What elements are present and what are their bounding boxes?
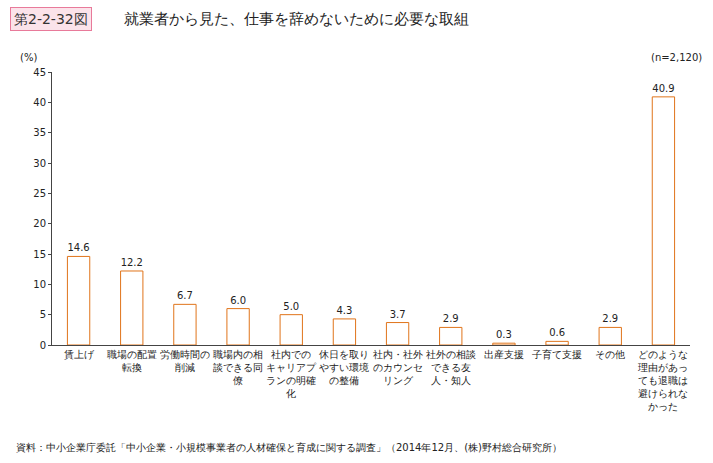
svg-text:5.0: 5.0 [283, 301, 299, 312]
svg-text:職場の配置転換: 職場の配置転換 [107, 349, 157, 373]
svg-text:2.9: 2.9 [602, 313, 618, 324]
svg-text:第2-2-32図: 第2-2-32図 [14, 11, 88, 27]
svg-text:就業者から見た、仕事を辞めないために必要な取組: 就業者から見た、仕事を辞めないために必要な取組 [124, 10, 469, 28]
svg-text:0.3: 0.3 [496, 329, 512, 340]
svg-text:職場内の相談できる同僚: 職場内の相談できる同僚 [213, 349, 263, 386]
svg-text:10: 10 [33, 279, 46, 290]
svg-text:どのような理由があっても退職は避けられなかった: どのような理由があっても退職は避けられなかった [638, 349, 688, 412]
svg-text:30: 30 [33, 158, 46, 169]
svg-text:その他: その他 [595, 349, 625, 360]
svg-text:20: 20 [33, 218, 46, 229]
svg-text:40.9: 40.9 [652, 83, 674, 94]
svg-text:4.3: 4.3 [336, 305, 352, 316]
svg-text:0: 0 [40, 340, 46, 351]
svg-text:45: 45 [33, 67, 46, 78]
svg-text:社外の相談できる友人・知人: 社外の相談できる友人・知人 [426, 349, 476, 386]
svg-text:3.7: 3.7 [390, 309, 406, 320]
svg-text:子育て支援: 子育て支援 [532, 349, 582, 360]
svg-text:40: 40 [33, 97, 46, 108]
svg-text:12.2: 12.2 [121, 257, 143, 268]
svg-text:35: 35 [33, 127, 46, 138]
svg-text:社内・社外のカウンセリング: 社内・社外のカウンセリング [373, 349, 423, 386]
svg-text:資料：中小企業庁委託「中小企業・小規模事業者の人材確保と育成: 資料：中小企業庁委託「中小企業・小規模事業者の人材確保と育成に関する調査」（20… [16, 442, 562, 453]
svg-text:25: 25 [33, 188, 46, 199]
svg-text:(n=2,120): (n=2,120) [651, 52, 702, 63]
svg-text:6.0: 6.0 [230, 295, 246, 306]
svg-text:休日を取りやすい環境の整備: 休日を取りやすい環境の整備 [319, 349, 369, 386]
svg-text:労働時間の削減: 労働時間の削減 [160, 349, 210, 373]
svg-text:14.6: 14.6 [67, 242, 89, 253]
svg-text:社内でのキャリアプランの明確化: 社内でのキャリアプランの明確化 [266, 349, 317, 399]
svg-text:6.7: 6.7 [177, 290, 193, 301]
svg-text:出産支援: 出産支援 [484, 349, 524, 360]
svg-text:(%): (%) [20, 52, 37, 63]
svg-text:5: 5 [40, 309, 46, 320]
svg-text:0.6: 0.6 [549, 327, 565, 338]
svg-text:賃上げ: 賃上げ [64, 349, 95, 360]
svg-text:15: 15 [33, 249, 46, 260]
svg-text:2.9: 2.9 [443, 313, 459, 324]
